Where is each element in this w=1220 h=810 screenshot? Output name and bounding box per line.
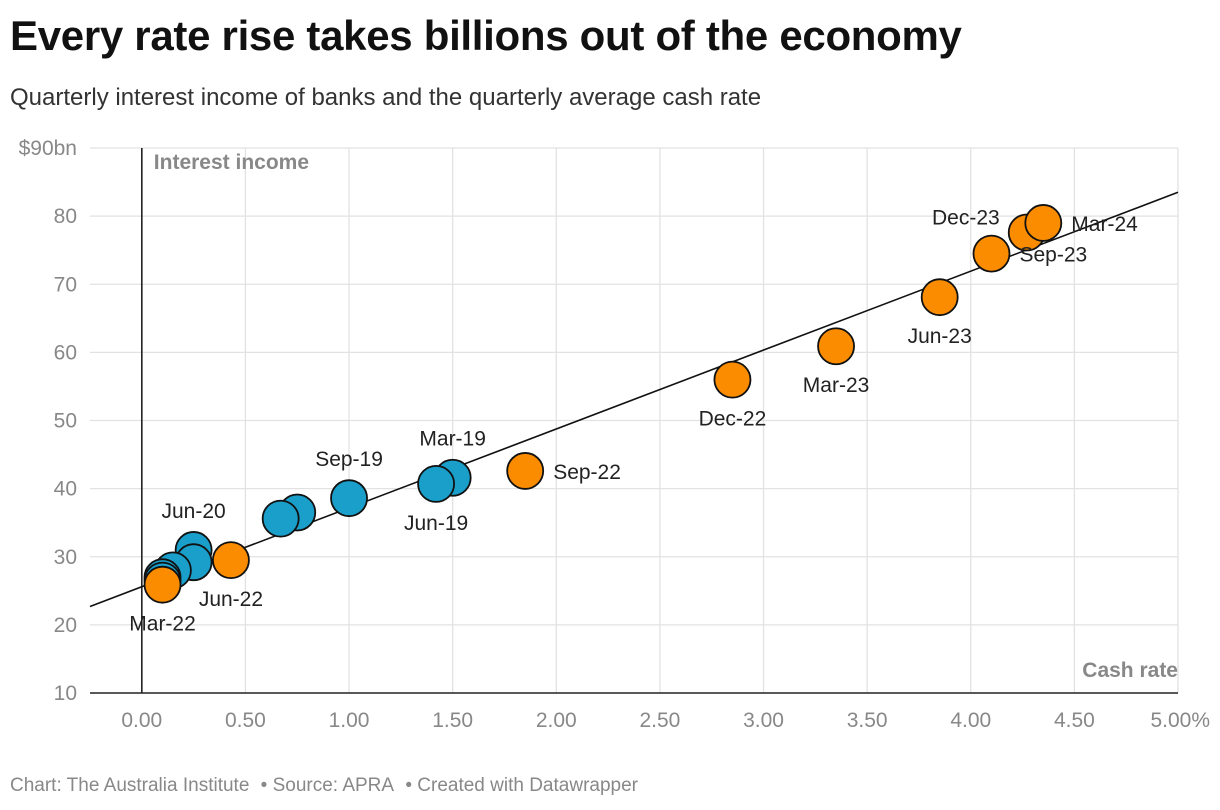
x-tick-label: 2.50 — [639, 709, 680, 732]
point-label: Mar-22 — [129, 613, 196, 636]
data-points — [143, 204, 1063, 604]
trend-line — [89, 191, 1179, 608]
point-label: Sep-23 — [1019, 244, 1087, 267]
data-point-blue — [261, 499, 300, 538]
point-label: Sep-19 — [315, 448, 383, 471]
y-tick-label: 10 — [54, 682, 77, 705]
x-axis-title: Cash rate — [1082, 659, 1178, 682]
y-axis-title: Interest income — [154, 151, 309, 174]
y-tick-label: 40 — [54, 478, 77, 501]
x-tick-label: 4.50 — [1054, 709, 1095, 732]
data-point-orange — [972, 234, 1011, 273]
point-label: Mar-24 — [1071, 213, 1138, 236]
point-label: Sep-22 — [553, 461, 621, 484]
x-tick-label: 4.00 — [950, 709, 991, 732]
footer-created: • Created with Datawrapper — [405, 775, 638, 796]
data-point-orange — [506, 452, 545, 490]
chart-subtitle: Quarterly interest income of banks and t… — [10, 84, 762, 111]
point-label: Mar-23 — [803, 374, 870, 397]
point-label: Jun-22 — [199, 588, 263, 611]
chart-title: Every rate rise takes billions out of th… — [10, 12, 962, 59]
data-point-blue — [330, 479, 368, 518]
point-label: Dec-22 — [699, 408, 767, 431]
tick-labels: 10 20 30 40 50 60 70 80 $90bn 0.00 0.50 1.00 1.50 2.0… — [19, 137, 1210, 732]
x-tick-label: 3.00 — [743, 709, 784, 732]
y-tick-label: 20 — [54, 614, 77, 637]
x-tick-label: 2.00 — [536, 709, 577, 732]
data-point-orange — [1024, 204, 1063, 242]
point-label: Dec-23 — [932, 206, 1000, 229]
grid-lines — [90, 147, 1179, 693]
point-label: Jun-20 — [162, 500, 226, 523]
x-tick-label: 0.00 — [121, 709, 162, 732]
x-tick-label: 0.50 — [225, 709, 266, 732]
x-tick-label: 1.50 — [432, 709, 473, 732]
y-tick-label: 80 — [54, 205, 77, 228]
y-tick-label: 60 — [54, 341, 77, 364]
point-label: Mar-19 — [419, 428, 486, 451]
y-tick-label: 50 — [54, 410, 77, 433]
point-label: Jun-19 — [404, 512, 468, 535]
chart-footer: Chart: The Australia Institute • Source:… — [10, 775, 644, 797]
x-tick-label: 1.00 — [329, 709, 370, 732]
y-tick-label: 70 — [54, 273, 77, 296]
data-point-orange — [143, 565, 182, 604]
trend-line-group — [89, 191, 1179, 608]
data-point-orange — [920, 278, 959, 317]
data-point-orange — [212, 541, 250, 580]
axes: Interest income Cash rate — [90, 148, 1178, 694]
data-point-orange — [713, 360, 752, 399]
point-label: Jun-23 — [908, 325, 972, 348]
y-tick-label: $90bn — [19, 137, 77, 160]
scatter-chart: 10 20 30 40 50 60 70 80 $90bn 0.00 0.50 1.00 1.50 2.0… — [19, 137, 1210, 732]
footer-source: • Source: APRA — [260, 775, 395, 796]
data-point-blue — [417, 464, 455, 503]
x-tick-label: 3.50 — [847, 709, 888, 732]
footer-credit: Chart: The Australia Institute — [10, 775, 250, 796]
x-tick-label: 5.00% — [1150, 709, 1210, 732]
y-tick-label: 30 — [54, 546, 77, 569]
data-point-orange — [817, 327, 855, 366]
